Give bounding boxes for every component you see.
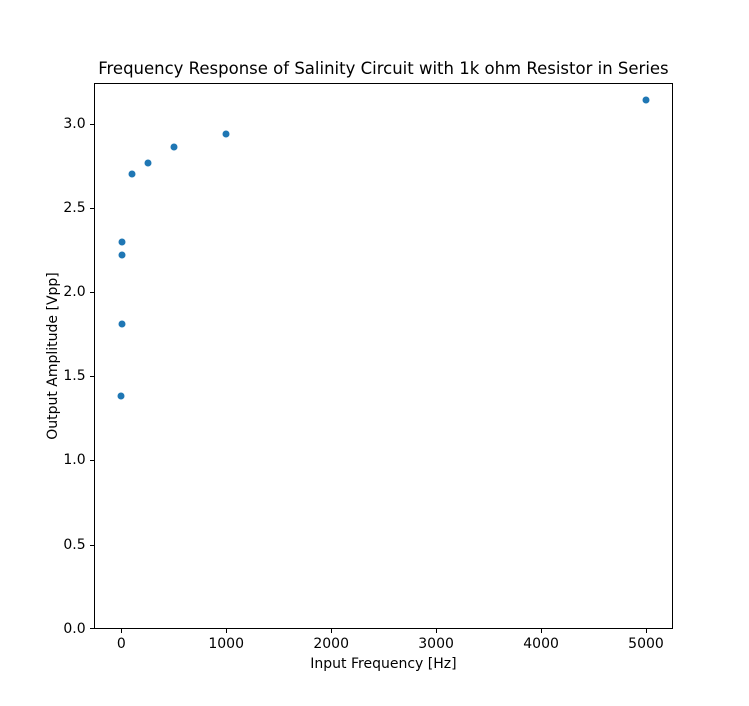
data-point [642, 96, 650, 104]
chart-title: Frequency Response of Salinity Circuit w… [98, 59, 669, 78]
data-point [118, 320, 125, 328]
y-tick-label: 2.5 [63, 199, 86, 216]
data-point [170, 143, 178, 151]
data-point [144, 159, 151, 166]
data-point [222, 130, 230, 138]
x-tick-label: 2000 [313, 635, 350, 652]
x-tick-label: 4000 [523, 635, 559, 652]
x-tick-label: 1000 [208, 635, 245, 652]
y-tick-mark [89, 292, 94, 294]
y-tick-label: 0.0 [63, 620, 86, 637]
y-tick-mark [89, 207, 94, 209]
plot-area [93, 82, 674, 629]
x-tick-mark [646, 628, 647, 633]
x-tick-label: 3000 [418, 635, 454, 652]
y-tick-label: 3.0 [63, 115, 86, 132]
x-tick-mark [331, 628, 333, 633]
y-tick-label: 1.5 [63, 368, 86, 385]
y-tick-mark [89, 376, 94, 378]
y-tick-mark [89, 627, 94, 629]
data-point [118, 238, 126, 246]
data-point [128, 170, 136, 178]
data-point [117, 392, 125, 400]
data-point [118, 251, 126, 259]
y-tick-label: 1.0 [63, 452, 86, 469]
x-tick-mark [541, 628, 543, 633]
y-tick-mark [89, 123, 94, 125]
y-axis-label: Output Amplitude [Vpp] [45, 271, 61, 440]
x-tick-label: 0 [116, 635, 126, 652]
y-tick-mark [89, 544, 94, 546]
x-tick-mark [436, 628, 438, 633]
y-tick-label: 0.5 [63, 536, 86, 553]
x-tick-mark [121, 628, 123, 633]
y-tick-mark [89, 460, 94, 462]
y-tick-label: 2.0 [63, 284, 86, 301]
x-axis-label: Input Frequency [Hz] [310, 656, 457, 672]
x-tick-mark [226, 628, 228, 633]
x-tick-label: 5000 [628, 635, 664, 652]
